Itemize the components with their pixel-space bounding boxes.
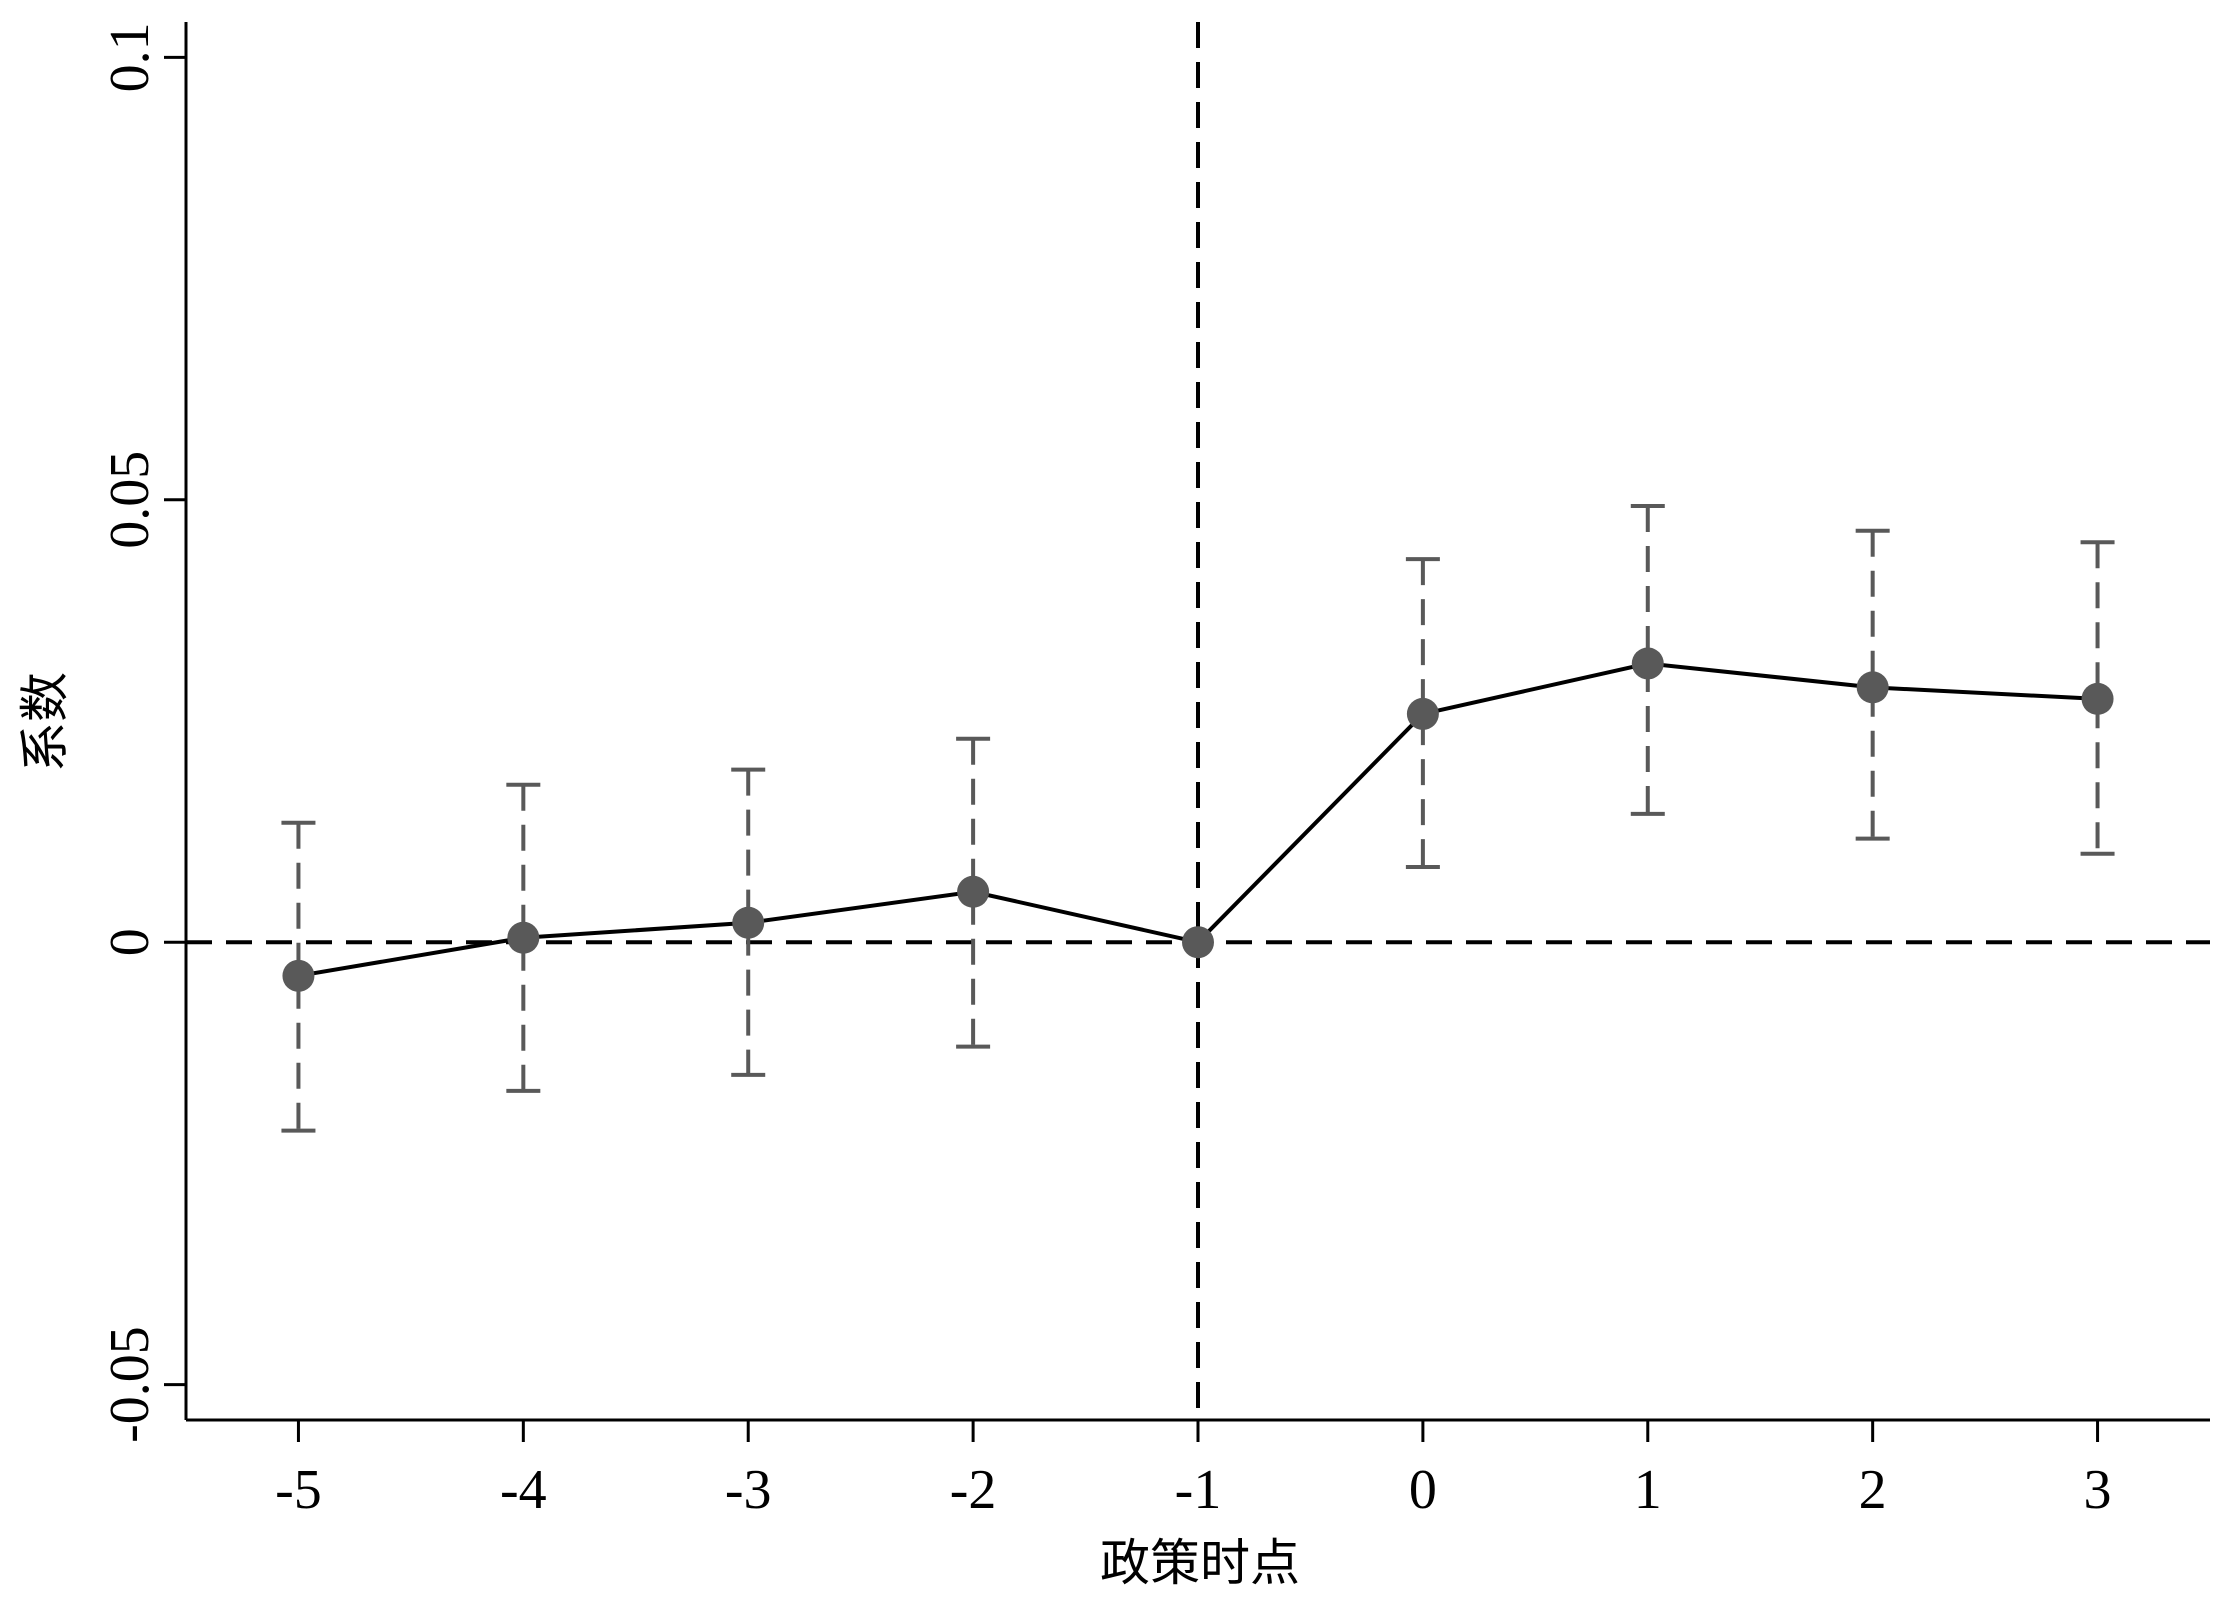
data-point (1856, 671, 1889, 704)
x-tick-label: -5 (275, 1459, 322, 1521)
x-tick-label: -2 (950, 1459, 997, 1521)
x-tick-label: 2 (1859, 1459, 1887, 1521)
x-tick-label: -4 (500, 1459, 547, 1521)
data-point (1631, 647, 1664, 680)
reference-lines (186, 22, 2210, 1420)
y-axis-title: 系数 (16, 672, 74, 772)
data-point (957, 875, 990, 908)
x-axis-title: 政策时点 (1100, 1534, 1300, 1592)
data-point (1406, 697, 1439, 730)
x-tick-label: 3 (2084, 1459, 2112, 1521)
axes: -5 -4 -3 -2 -1 0 1 2 3 -0.05 0 0.05 0.1 (99, 22, 2210, 1521)
y-tick-label: 0.1 (99, 22, 161, 92)
y-tick-label: 0.05 (99, 451, 161, 549)
y-tick-label: 0 (99, 928, 161, 956)
x-tick-label: 1 (1634, 1459, 1662, 1521)
x-tick-label: -1 (1175, 1459, 1222, 1521)
y-tick-label: -0.05 (99, 1326, 161, 1443)
confidence-intervals (281, 503, 2115, 1133)
data-point (1182, 926, 1214, 959)
x-tick-label: 0 (1409, 1459, 1437, 1521)
data-point (507, 921, 540, 954)
data-point (2081, 682, 2114, 715)
data-point (282, 959, 315, 992)
coefficient-series (282, 647, 2114, 992)
data-point (732, 906, 765, 939)
x-tick-label: -3 (725, 1459, 772, 1521)
